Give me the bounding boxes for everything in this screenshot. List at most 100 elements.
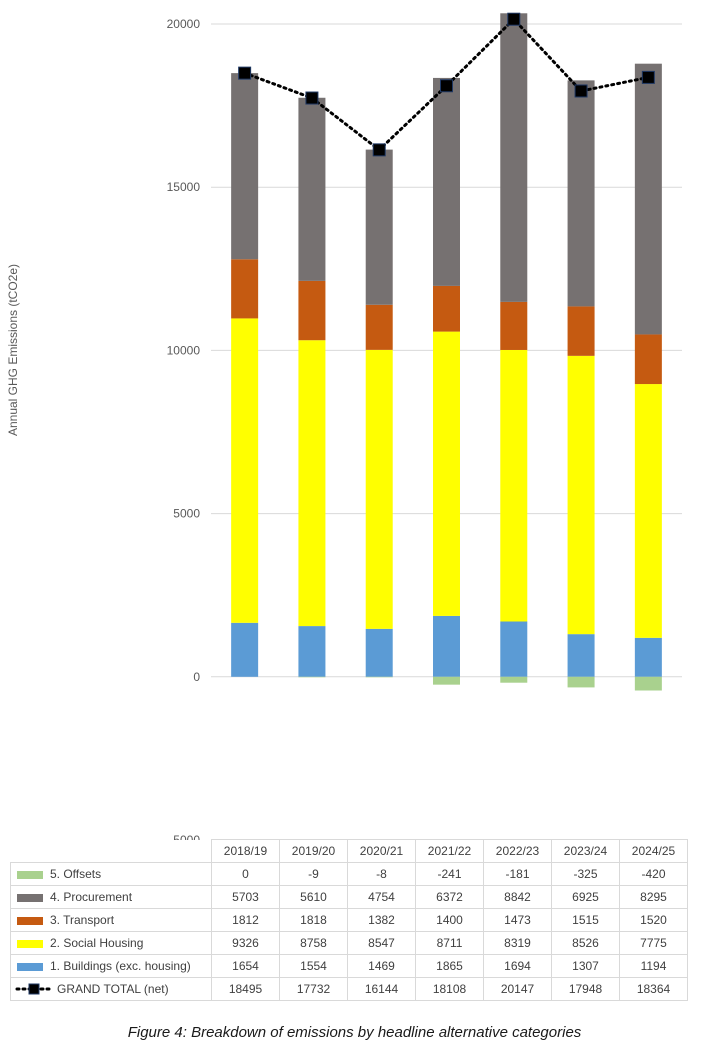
y-tick-label: 0 bbox=[193, 670, 200, 684]
bar-segment bbox=[365, 349, 393, 629]
bar-segment bbox=[500, 676, 528, 683]
table-cell: 17732 bbox=[279, 977, 348, 1001]
y-tick-label: -5000 bbox=[169, 833, 200, 840]
table-row: 5. Offsets 0 -9 -8 -241 -181 -325 -420 bbox=[10, 862, 688, 886]
table-cell: -325 bbox=[551, 862, 620, 886]
table-cell: 7775 bbox=[619, 931, 688, 955]
table-cell: 0 bbox=[211, 862, 280, 886]
series-name: 5. Offsets bbox=[50, 867, 102, 881]
table-cell: 1473 bbox=[483, 908, 552, 932]
bar-segment bbox=[231, 622, 259, 677]
total-marker bbox=[440, 79, 453, 93]
series-key: 2. Social Housing bbox=[10, 931, 212, 955]
series-key: GRAND TOTAL (net) bbox=[10, 977, 212, 1001]
bar-segment bbox=[298, 97, 326, 281]
data-table: 2018/19 2019/20 2020/21 2021/22 2022/23 2023/… bbox=[10, 839, 688, 1001]
series-key: 5. Offsets bbox=[10, 862, 212, 886]
table-year-header: 2024/25 bbox=[619, 839, 688, 863]
table-year-header: 2021/22 bbox=[415, 839, 484, 863]
bar-segment bbox=[231, 73, 259, 260]
bar-segment bbox=[567, 676, 595, 688]
table-header-row: 2018/19 2019/20 2020/21 2021/22 2022/23 2023/… bbox=[10, 839, 688, 863]
table-cell: 18495 bbox=[211, 977, 280, 1001]
series-name: 1. Buildings (exc. housing) bbox=[50, 959, 191, 973]
table-cell: 6372 bbox=[415, 885, 484, 909]
bar-segment bbox=[298, 280, 326, 341]
table-cell: -420 bbox=[619, 862, 688, 886]
bar-segment bbox=[500, 349, 528, 622]
table-cell: 1812 bbox=[211, 908, 280, 932]
y-tick-label: 15000 bbox=[167, 180, 201, 194]
figure-caption: Figure 4: Breakdown of emissions by head… bbox=[127, 1024, 582, 1041]
bar-segment bbox=[500, 13, 528, 302]
series-key: 3. Transport bbox=[10, 908, 212, 932]
total-marker bbox=[641, 70, 655, 84]
table-year-header: 2019/20 bbox=[279, 839, 348, 863]
bar-segment bbox=[433, 331, 460, 616]
table-year-header: 2020/21 bbox=[347, 839, 416, 863]
table-cell: 5703 bbox=[211, 885, 280, 909]
table-row: 3. Transport 1812 1818 1382 1400 1473 1515 1520 bbox=[10, 908, 688, 932]
table-row: 4. Procurement 5703 5610 4754 6372 8842 6925 82… bbox=[10, 885, 688, 909]
bar-segment bbox=[433, 77, 460, 286]
legend-line-marker bbox=[15, 983, 53, 995]
y-tick-label: 5000 bbox=[173, 507, 200, 521]
table-year-header: 2023/24 bbox=[551, 839, 620, 863]
table-cell: 4754 bbox=[347, 885, 416, 909]
table-row: 1. Buildings (exc. housing) 1654 1554 1469 1… bbox=[10, 954, 688, 978]
bar-segment bbox=[433, 285, 460, 332]
table-cell: 8295 bbox=[619, 885, 688, 909]
total-marker bbox=[507, 12, 521, 26]
total-marker bbox=[238, 66, 252, 80]
bar-segment bbox=[433, 615, 460, 677]
table-row: GRAND TOTAL (net) 18495 17732 16144 18108 201… bbox=[10, 977, 688, 1001]
bar-segment bbox=[634, 676, 662, 691]
bars bbox=[231, 13, 662, 691]
table-cell: 1554 bbox=[279, 954, 348, 978]
table-cell: 1515 bbox=[551, 908, 620, 932]
bar-segment bbox=[365, 676, 393, 678]
table-row: 2. Social Housing 9326 8758 8547 8711 8319 852… bbox=[10, 931, 688, 955]
grand-total-line bbox=[238, 12, 655, 157]
table-cell: 1865 bbox=[415, 954, 484, 978]
legend-swatch bbox=[17, 939, 43, 948]
bar-segment bbox=[500, 301, 528, 350]
total-marker bbox=[574, 84, 588, 98]
table-cell: 1382 bbox=[347, 908, 416, 932]
table-cell: 5610 bbox=[279, 885, 348, 909]
bar-segment bbox=[634, 637, 662, 677]
bar-segment bbox=[298, 340, 326, 627]
series-key: 1. Buildings (exc. housing) bbox=[10, 954, 212, 978]
series-name: 3. Transport bbox=[50, 913, 115, 927]
bar-segment bbox=[567, 80, 595, 307]
y-axis-title: Annual GHG Emissions (tCO2e) bbox=[6, 264, 20, 436]
legend-swatch bbox=[17, 893, 43, 902]
table-cell: -241 bbox=[415, 862, 484, 886]
bar-segment bbox=[231, 259, 259, 319]
y-axis-ticks: 20000 15000 10000 5000 0 -5000 bbox=[167, 17, 201, 840]
series-name: 2. Social Housing bbox=[50, 936, 144, 950]
bar-segment bbox=[634, 63, 662, 335]
bar-segment bbox=[567, 634, 595, 677]
bar-segment bbox=[365, 304, 393, 350]
bar-segment bbox=[433, 676, 460, 685]
table-cell: 16144 bbox=[347, 977, 416, 1001]
table-cell: 8842 bbox=[483, 885, 552, 909]
legend-swatch bbox=[17, 870, 43, 879]
table-year-header: 2022/23 bbox=[483, 839, 552, 863]
bar-segment bbox=[567, 306, 595, 356]
chart: 20000 15000 10000 5000 0 -5000 Annual GHG Emi… bbox=[6, 12, 682, 840]
table-cell: 8526 bbox=[551, 931, 620, 955]
table-cell: 8711 bbox=[415, 931, 484, 955]
total-marker bbox=[305, 91, 319, 105]
table-cell: 1654 bbox=[211, 954, 280, 978]
table-cell: 8758 bbox=[279, 931, 348, 955]
table-cell: 1818 bbox=[279, 908, 348, 932]
bar-segment bbox=[500, 621, 528, 677]
table-cell: -9 bbox=[279, 862, 348, 886]
series-name: GRAND TOTAL (net) bbox=[57, 981, 169, 996]
bar-segment bbox=[298, 676, 326, 678]
bar-segment bbox=[567, 355, 595, 635]
series-key: 4. Procurement bbox=[10, 885, 212, 909]
bar-segment bbox=[365, 149, 393, 305]
